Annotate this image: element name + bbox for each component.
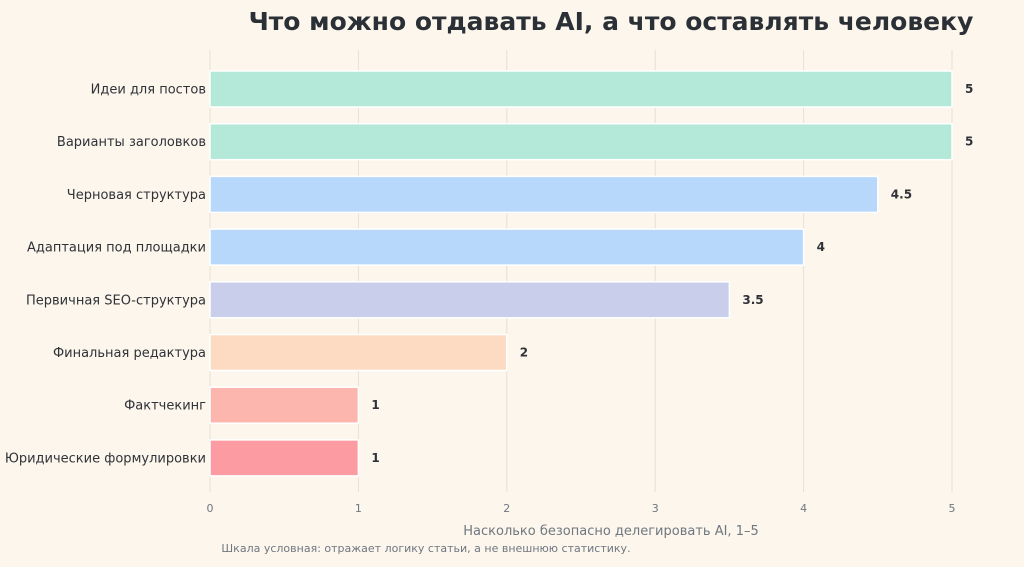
- x-axis-label: Насколько безопасно делегировать AI, 1–5: [463, 524, 759, 539]
- category-label: Черновая структура: [67, 188, 206, 203]
- x-tick-label: 2: [503, 502, 510, 515]
- bar: [209, 386, 360, 424]
- x-tick-label: 5: [949, 502, 956, 515]
- data-label: 1: [371, 451, 379, 465]
- category-label: Идеи для постов: [91, 83, 206, 98]
- data-label: 3.5: [742, 293, 763, 307]
- data-label: 4.5: [891, 187, 912, 201]
- chart-title: Что можно отдавать AI, а что оставлять ч…: [249, 7, 974, 36]
- data-label: 4: [817, 240, 825, 254]
- data-label: 1: [371, 398, 379, 412]
- bar: [209, 333, 508, 372]
- bar: [209, 122, 953, 161]
- x-tick-labels: 0 1 2 3 4 5: [207, 502, 956, 515]
- category-label: Финальная редактура: [53, 346, 206, 361]
- x-tick-label: 4: [800, 502, 807, 515]
- bars: [209, 70, 953, 477]
- category-labels: Идеи для постов Варианты заголовков Чернов…: [5, 83, 206, 467]
- x-tick-label: 0: [207, 502, 214, 515]
- data-label: 2: [520, 346, 528, 360]
- value-labels: 5 5 4.5 4 3.5 2 1 1: [371, 82, 973, 465]
- data-label: 5: [965, 82, 973, 96]
- bar: [209, 175, 879, 214]
- grid-lines: [209, 50, 953, 492]
- bar: [209, 439, 360, 477]
- category-label: Адаптация под площадки: [27, 241, 206, 256]
- category-label: Юридические формулировки: [5, 451, 206, 466]
- data-label: 5: [965, 135, 973, 149]
- x-tick-label: 1: [355, 502, 362, 515]
- bar: [209, 281, 731, 319]
- bar: [209, 70, 953, 108]
- category-label: Варианты заголовков: [57, 135, 206, 150]
- bar: [209, 228, 805, 266]
- chart-note: Шкала условная: отражает логику статьи, …: [221, 542, 630, 555]
- x-tick-label: 3: [652, 502, 659, 515]
- category-label: Первичная SEO-структура: [26, 293, 206, 308]
- category-label: Фактчекинг: [124, 399, 206, 414]
